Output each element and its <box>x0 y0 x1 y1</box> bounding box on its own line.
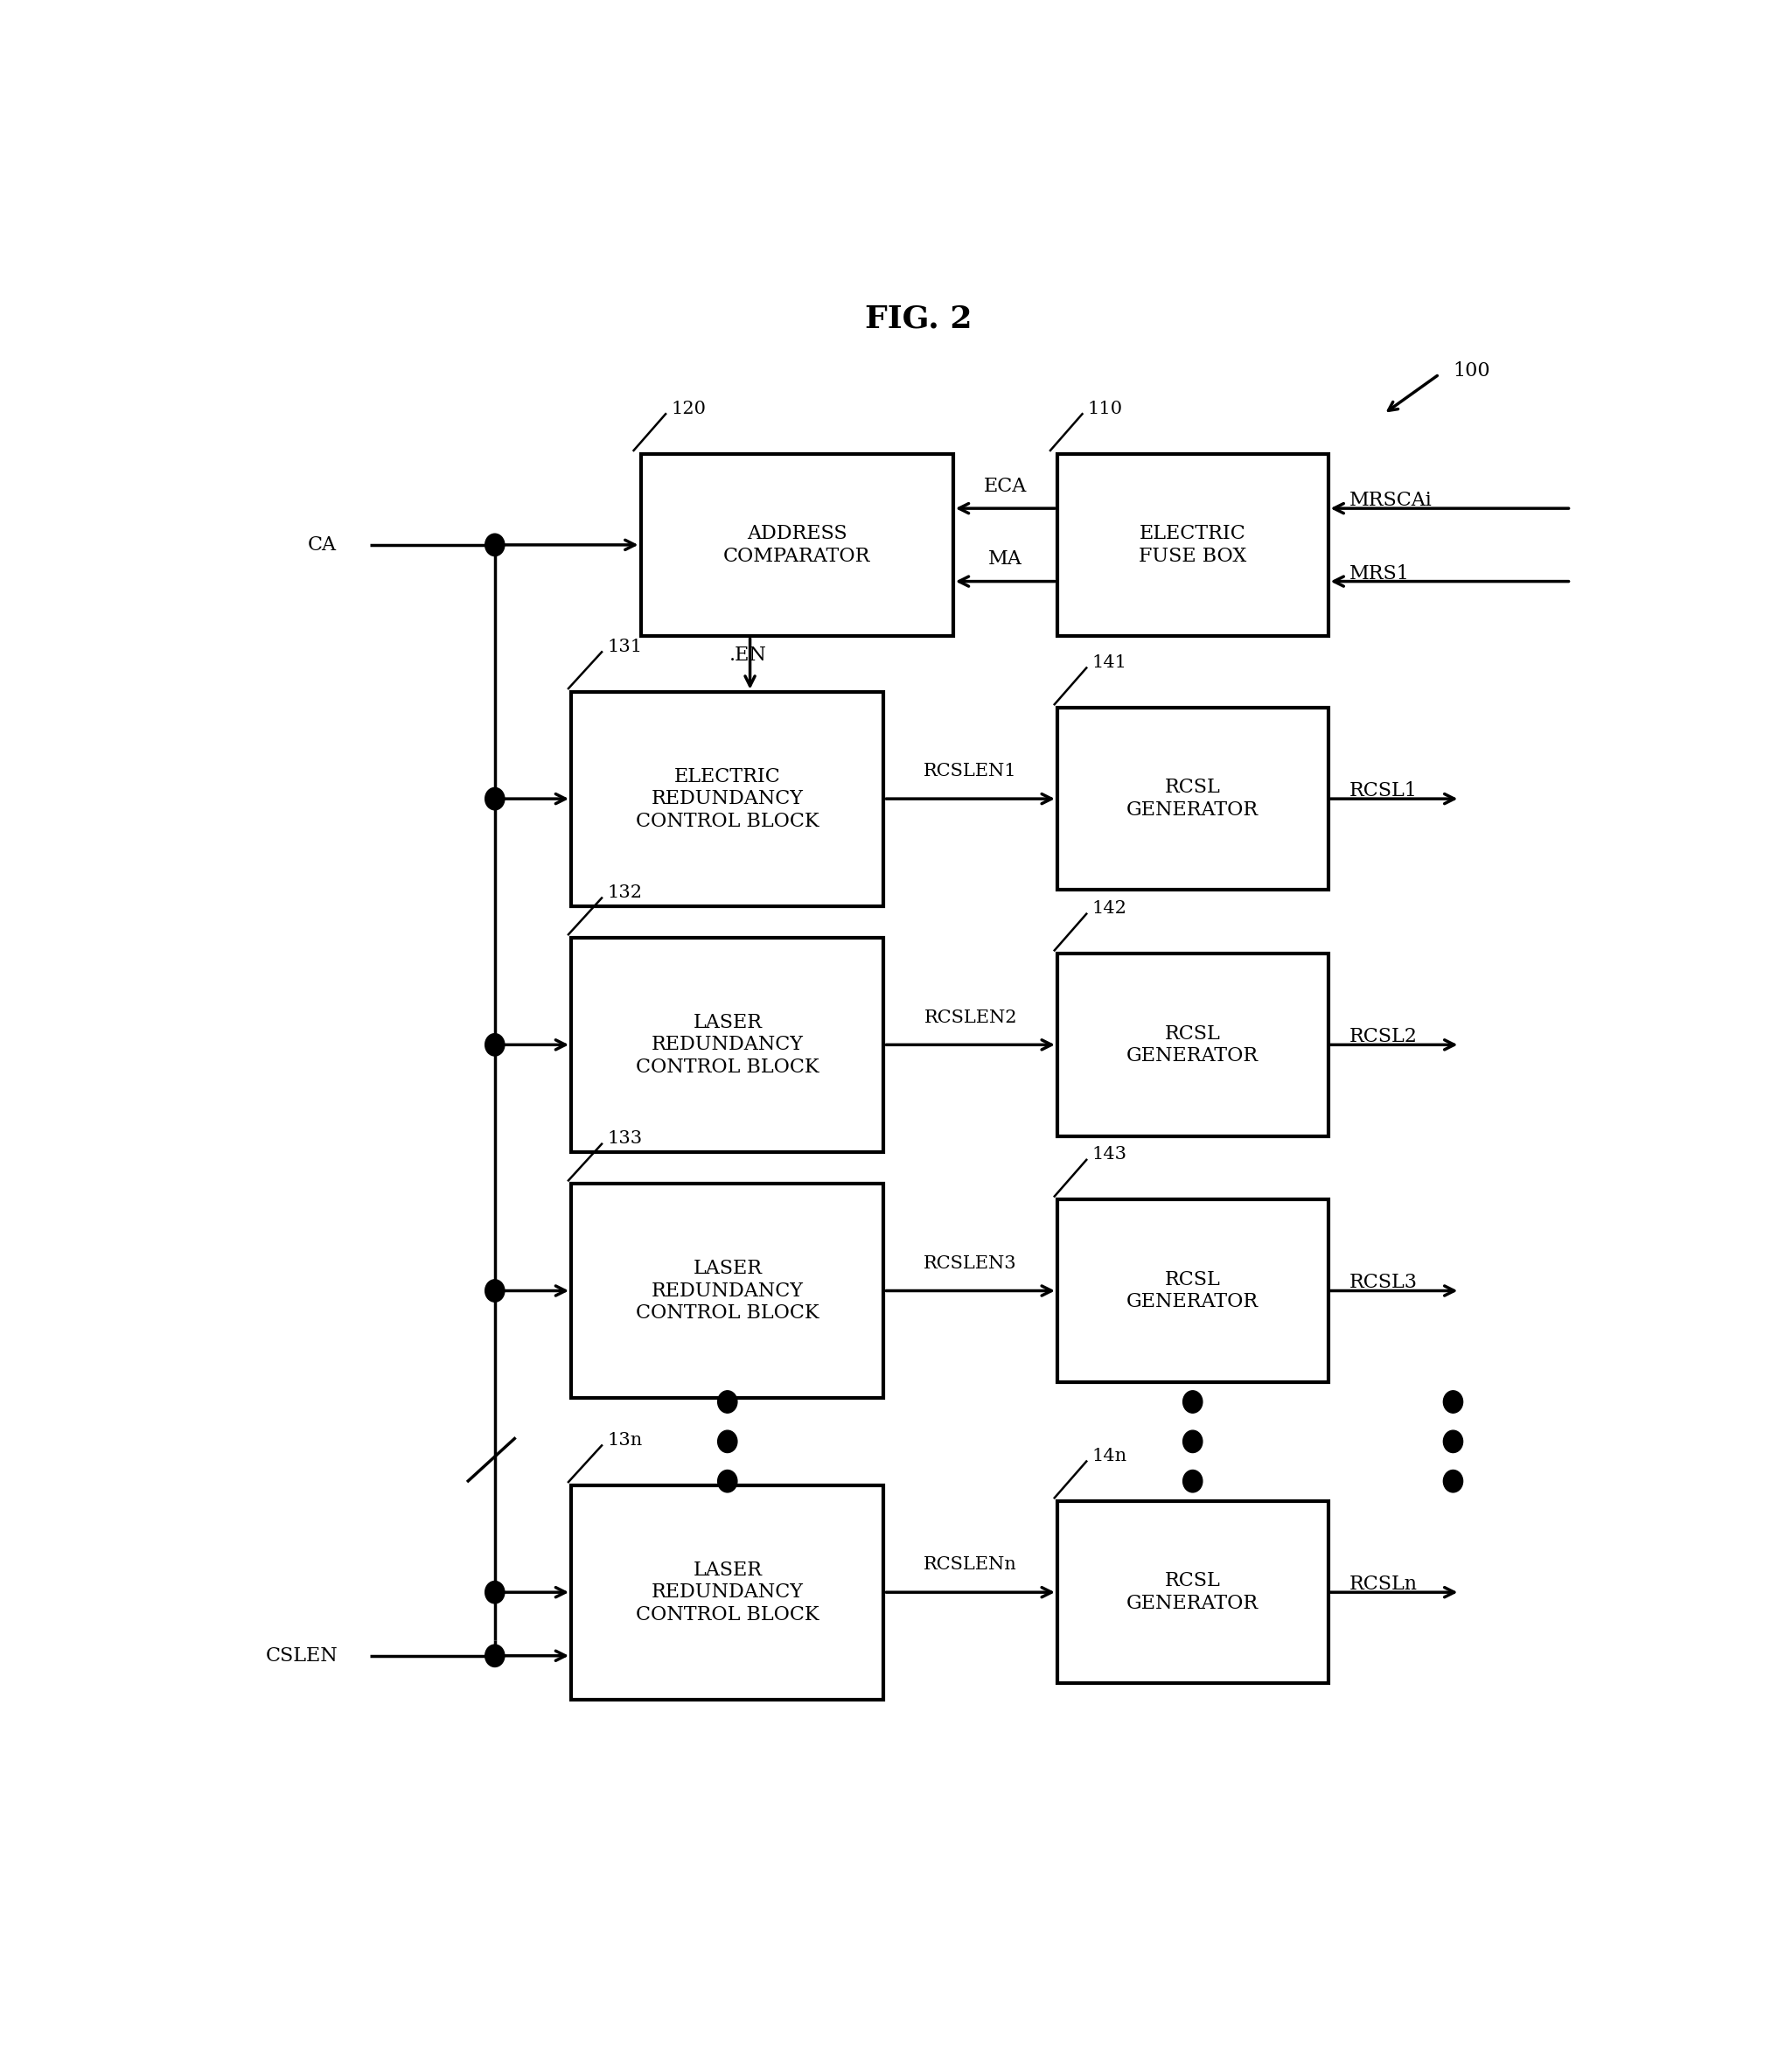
Text: 132: 132 <box>607 884 642 901</box>
Text: RCSL3: RCSL3 <box>1349 1274 1417 1292</box>
Circle shape <box>1443 1430 1462 1453</box>
Circle shape <box>486 1581 505 1603</box>
Text: ADDRESS
COMPARATOR: ADDRESS COMPARATOR <box>724 523 871 565</box>
Text: RCSL
GENERATOR: RCSL GENERATOR <box>1127 779 1258 820</box>
Bar <box>572 938 883 1152</box>
Bar <box>1057 1500 1328 1684</box>
Text: MRSCAi: MRSCAi <box>1349 491 1432 509</box>
Bar <box>1057 453 1328 637</box>
Text: RCSL1: RCSL1 <box>1349 781 1417 800</box>
Text: RCSLEN2: RCSLEN2 <box>925 1010 1018 1026</box>
Text: 14n: 14n <box>1091 1449 1127 1465</box>
Bar <box>1057 707 1328 890</box>
Circle shape <box>1443 1469 1462 1492</box>
Circle shape <box>1183 1469 1202 1492</box>
Text: CA: CA <box>308 536 337 554</box>
Circle shape <box>1183 1391 1202 1414</box>
Circle shape <box>486 787 505 810</box>
Text: LASER
REDUNDANCY
CONTROL BLOCK: LASER REDUNDANCY CONTROL BLOCK <box>636 1012 819 1076</box>
Circle shape <box>486 1280 505 1303</box>
Text: LASER
REDUNDANCY
CONTROL BLOCK: LASER REDUNDANCY CONTROL BLOCK <box>636 1259 819 1323</box>
Bar <box>642 453 953 637</box>
Bar <box>1057 954 1328 1136</box>
Text: RCSLEN1: RCSLEN1 <box>925 763 1018 779</box>
Circle shape <box>486 1035 505 1055</box>
Text: LASER
REDUNDANCY
CONTROL BLOCK: LASER REDUNDANCY CONTROL BLOCK <box>636 1560 819 1624</box>
Bar <box>572 1183 883 1397</box>
Text: RCSL2: RCSL2 <box>1349 1026 1417 1047</box>
Circle shape <box>1443 1391 1462 1414</box>
Circle shape <box>486 1645 505 1667</box>
Circle shape <box>719 1469 737 1492</box>
Text: RCSLEN3: RCSLEN3 <box>925 1255 1018 1272</box>
Text: RCSL
GENERATOR: RCSL GENERATOR <box>1127 1024 1258 1066</box>
Text: MRS1: MRS1 <box>1349 565 1409 583</box>
Circle shape <box>1183 1430 1202 1453</box>
Bar <box>572 1486 883 1700</box>
Text: FIG. 2: FIG. 2 <box>866 303 971 334</box>
Text: 120: 120 <box>672 400 706 416</box>
Bar <box>1057 1200 1328 1383</box>
Text: 142: 142 <box>1091 901 1127 917</box>
Circle shape <box>719 1430 737 1453</box>
Text: 141: 141 <box>1091 655 1127 672</box>
Text: .EN: .EN <box>729 645 767 666</box>
Text: 131: 131 <box>607 639 642 655</box>
Text: 110: 110 <box>1088 400 1124 416</box>
Text: RCSL
GENERATOR: RCSL GENERATOR <box>1127 1270 1258 1311</box>
Text: ELECTRIC
REDUNDANCY
CONTROL BLOCK: ELECTRIC REDUNDANCY CONTROL BLOCK <box>636 767 819 831</box>
Text: 133: 133 <box>607 1131 642 1148</box>
Text: 13n: 13n <box>607 1432 643 1449</box>
Text: RCSL
GENERATOR: RCSL GENERATOR <box>1127 1573 1258 1614</box>
Circle shape <box>719 1391 737 1414</box>
Text: ECA: ECA <box>984 476 1027 497</box>
Bar <box>572 692 883 907</box>
Text: RCSLn: RCSLn <box>1349 1575 1417 1593</box>
Circle shape <box>486 534 505 556</box>
Text: CSLEN: CSLEN <box>265 1647 339 1665</box>
Text: RCSLENn: RCSLENn <box>925 1556 1018 1573</box>
Text: MA: MA <box>987 550 1021 569</box>
Text: ELECTRIC
FUSE BOX: ELECTRIC FUSE BOX <box>1138 523 1247 565</box>
Text: 100: 100 <box>1453 361 1491 381</box>
Text: 143: 143 <box>1091 1146 1127 1162</box>
